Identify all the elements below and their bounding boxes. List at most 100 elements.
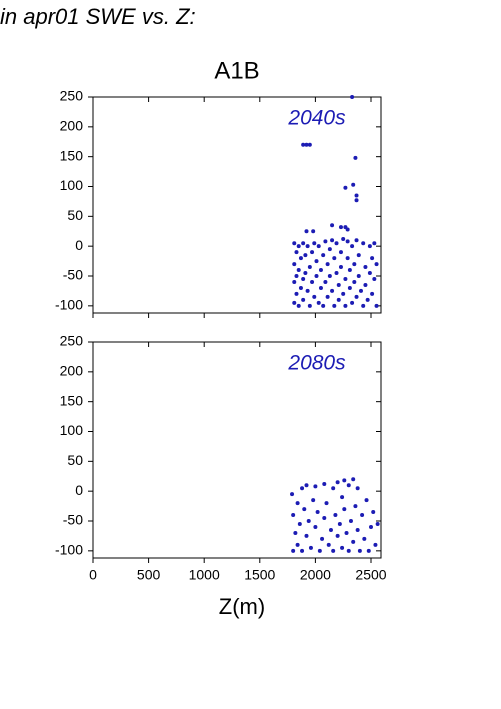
point	[360, 513, 365, 518]
y-tick-label: 50	[67, 207, 83, 223]
point	[323, 239, 328, 244]
point	[323, 279, 328, 284]
y-tick-label: 50	[67, 452, 83, 468]
point	[325, 262, 330, 267]
point	[296, 303, 301, 308]
point	[331, 486, 336, 491]
point	[346, 483, 351, 488]
chart-title: A1B	[214, 57, 259, 84]
point	[296, 244, 301, 249]
point	[303, 271, 308, 276]
point	[312, 294, 317, 299]
point	[345, 239, 350, 244]
point	[356, 253, 361, 258]
x-tick-label: 0	[89, 567, 97, 583]
y-tick-label: 250	[60, 333, 84, 349]
x-tick-label: 1000	[189, 567, 220, 583]
point	[315, 510, 320, 515]
point	[304, 142, 309, 147]
point	[316, 244, 321, 249]
y-tick-label: 150	[60, 392, 84, 408]
y-tick-label: 200	[60, 363, 84, 379]
point	[370, 291, 375, 296]
point	[330, 238, 335, 243]
point	[350, 95, 355, 99]
point	[327, 274, 332, 279]
point	[303, 253, 308, 258]
point	[363, 265, 368, 270]
point	[322, 482, 327, 487]
point	[330, 288, 335, 293]
y-tick-label: 150	[60, 147, 84, 163]
y-tick-label: 0	[75, 237, 83, 253]
point	[338, 225, 343, 230]
point	[292, 241, 297, 246]
point	[364, 498, 369, 503]
point	[301, 241, 306, 246]
point	[311, 229, 316, 234]
point	[294, 274, 299, 279]
point	[370, 256, 375, 261]
point	[341, 291, 346, 296]
point	[301, 297, 306, 302]
point	[348, 519, 353, 524]
point	[301, 142, 306, 147]
point	[358, 288, 363, 293]
point	[297, 521, 302, 526]
point	[341, 237, 346, 242]
point	[293, 530, 298, 535]
point	[300, 548, 305, 553]
point	[326, 542, 331, 547]
point	[350, 300, 355, 305]
point	[306, 519, 311, 524]
point	[338, 250, 343, 255]
point	[307, 142, 312, 147]
point	[340, 545, 345, 550]
point	[351, 477, 356, 482]
point	[324, 501, 329, 506]
point	[373, 542, 378, 547]
point	[361, 303, 366, 308]
point	[351, 182, 356, 187]
point	[336, 297, 341, 302]
point	[327, 247, 332, 252]
point	[355, 486, 360, 491]
point	[304, 229, 309, 234]
point	[333, 513, 338, 518]
point	[310, 250, 315, 255]
y-tick-label: 100	[60, 177, 84, 193]
point	[313, 484, 318, 489]
point	[298, 285, 303, 290]
point	[363, 282, 368, 287]
point	[368, 524, 373, 529]
point	[351, 539, 356, 544]
point	[344, 530, 349, 535]
x-tick-label: 500	[137, 567, 161, 583]
point	[335, 533, 340, 538]
point	[312, 241, 317, 246]
point	[374, 303, 379, 308]
point	[291, 513, 296, 518]
x-tick-label: 2500	[355, 567, 386, 583]
point	[313, 524, 318, 529]
point	[292, 279, 297, 284]
plot-frame	[92, 96, 382, 314]
point	[365, 297, 370, 302]
point	[374, 262, 379, 267]
point	[334, 271, 339, 276]
point	[305, 244, 310, 249]
annotation: 2080s	[287, 352, 346, 375]
y-tick-label: 200	[60, 118, 84, 134]
y-tick-label: -100	[55, 542, 83, 558]
point	[354, 198, 359, 203]
point	[305, 288, 310, 293]
point	[321, 253, 326, 258]
y-tick-label: -50	[63, 267, 83, 283]
point	[354, 238, 359, 243]
point	[345, 256, 350, 261]
point	[314, 259, 319, 264]
point	[301, 276, 306, 281]
point	[367, 271, 372, 276]
point	[335, 480, 340, 485]
point	[316, 300, 321, 305]
